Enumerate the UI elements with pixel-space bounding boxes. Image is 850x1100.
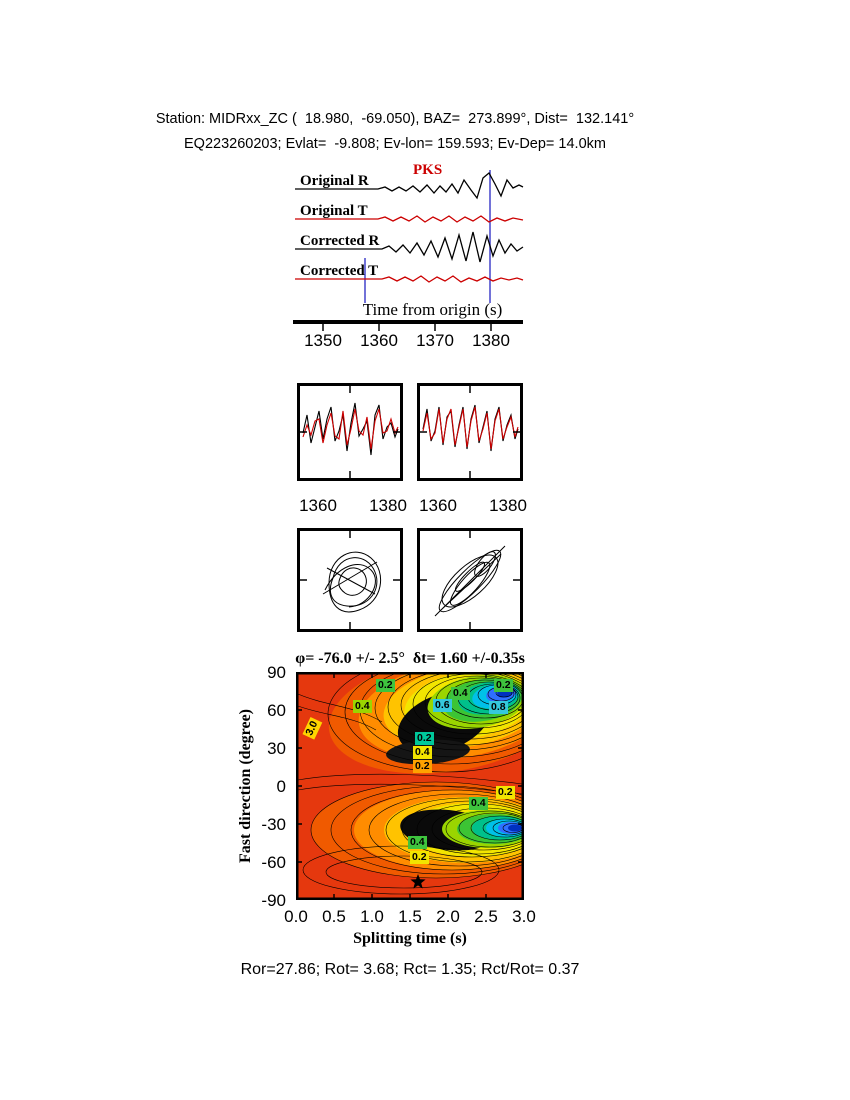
ytick-90: 90 xyxy=(267,663,286,682)
contour-label: 0.4 xyxy=(413,746,432,759)
contour-label: 0.2 xyxy=(410,851,429,864)
contour-label: 0.2 xyxy=(494,679,513,692)
ytick-0: 0 xyxy=(276,777,286,796)
ytick-neg60: -60 xyxy=(261,853,286,872)
energy-ratio-stats: Ror=27.86; Rot= 3.68; Rct= 1.35; Rct/Rot… xyxy=(240,961,580,978)
xtick-0.0: 0.0 xyxy=(284,907,308,926)
contour-label: 0.6 xyxy=(433,699,452,712)
xaxis-label: Splitting time (s) xyxy=(353,930,467,947)
overlay-red-trace xyxy=(302,408,399,450)
contour-label: 0.8 xyxy=(489,701,508,714)
contour-border xyxy=(296,672,524,900)
yaxis-label: Fast direction (degree) xyxy=(237,708,254,864)
ytick-60: 60 xyxy=(267,701,286,720)
contour-label: 0.2 xyxy=(413,760,432,773)
xtick-3.0: 3.0 xyxy=(512,907,536,926)
phase-label: PKS xyxy=(413,162,443,178)
panel-edge-ticks xyxy=(300,386,400,478)
panel1-tick-1380: 1380 xyxy=(369,496,407,515)
panel1-tick-1360: 1360 xyxy=(299,496,337,515)
time-tick-1360: 1360 xyxy=(360,331,398,350)
panel2-tick-1360: 1360 xyxy=(419,496,457,515)
station-header-line: Station: MIDRxx_ZC ( 18.980, -69.050), B… xyxy=(155,111,635,127)
time-axis-ticks xyxy=(322,324,492,331)
contour-label: 0.2 xyxy=(376,679,395,692)
panel2-tick-1380: 1380 xyxy=(489,496,527,515)
trace-label-corrected-t: Corrected T xyxy=(300,263,379,279)
ytick-neg30: -30 xyxy=(261,815,286,834)
particle-motion-panel-2 xyxy=(417,528,523,632)
panel-border xyxy=(417,528,523,632)
trace-label-original-r: Original R xyxy=(300,173,369,189)
xtick-2.5: 2.5 xyxy=(474,907,498,926)
contour-lines xyxy=(297,672,524,895)
trace-original-r xyxy=(295,171,524,200)
best-fit-star-icon xyxy=(410,874,426,889)
waveform-overlay-panel-2 xyxy=(417,383,523,481)
trace-original-t xyxy=(295,215,524,223)
time-tick-1370: 1370 xyxy=(416,331,454,350)
contour-label: 0.4 xyxy=(451,687,470,700)
panel-edge-ticks xyxy=(420,531,520,629)
time-tick-1380: 1380 xyxy=(472,331,510,350)
panel-edge-ticks xyxy=(300,531,400,629)
contour-axis-ticks xyxy=(296,672,524,900)
panel-edge-ticks xyxy=(420,386,520,478)
particle-motion-panel-1 xyxy=(297,528,403,632)
time-axis-label: Time from origin (s) xyxy=(362,300,503,319)
panel-border xyxy=(297,383,403,481)
pick-marker-lines xyxy=(364,170,491,303)
xtick-2.0: 2.0 xyxy=(436,907,460,926)
xtick-0.5: 0.5 xyxy=(322,907,346,926)
contour-label: 0.4 xyxy=(469,797,488,810)
panel-border xyxy=(417,383,523,481)
seismogram-plot xyxy=(293,170,524,331)
ytick-neg90: -90 xyxy=(261,891,286,910)
overlay-black-trace xyxy=(422,404,519,452)
trace-corrected-r xyxy=(295,231,524,263)
contour-label: 0.2 xyxy=(415,732,434,745)
contour-label: 0.2 xyxy=(496,786,515,799)
trace-label-corrected-r: Corrected R xyxy=(300,233,380,249)
splitting-result-title: φ= -76.0 +/- 2.5° δt= 1.60 +/-0.35s xyxy=(295,650,525,667)
overlay-black-trace xyxy=(302,402,399,456)
trace-corrected-t xyxy=(295,275,524,283)
event-header-line: EQ223260203; Evlat= -9.808; Ev-lon= 159.… xyxy=(184,136,606,152)
waveform-overlay-panel-1 xyxy=(297,383,403,481)
overlay-red-trace xyxy=(422,406,519,450)
panel-border xyxy=(297,528,403,632)
contour-label: 0.4 xyxy=(353,700,372,713)
trace-label-original-t: Original T xyxy=(300,203,368,219)
xtick-1.5: 1.5 xyxy=(398,907,422,926)
ytick-30: 30 xyxy=(267,739,286,758)
contour-label: 0.4 xyxy=(408,836,427,849)
time-tick-1350: 1350 xyxy=(304,331,342,350)
xtick-1.0: 1.0 xyxy=(360,907,384,926)
